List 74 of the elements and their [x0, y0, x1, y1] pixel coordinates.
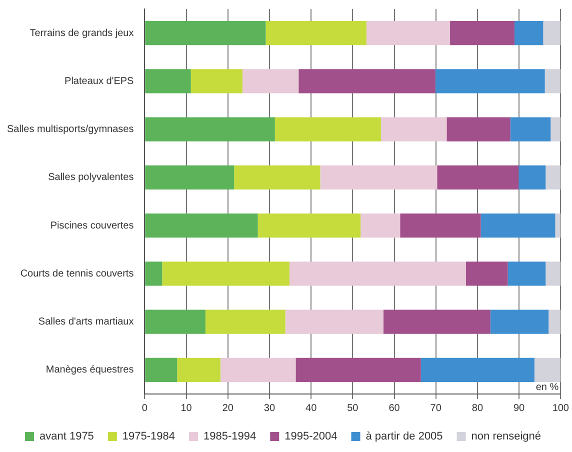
legend-label: 1975-1984: [122, 430, 176, 443]
bar: [296, 358, 421, 382]
bar: [145, 69, 191, 94]
bar: [446, 117, 510, 142]
bar: [420, 358, 534, 382]
legend-label: avant 1975: [39, 430, 94, 443]
bar: [242, 69, 299, 94]
legend-label: non renseigné: [471, 430, 542, 443]
bar: [190, 69, 242, 94]
bar: [466, 262, 508, 286]
bar: [555, 214, 561, 238]
bar: [546, 262, 561, 286]
bar: [145, 214, 258, 238]
bar: [366, 21, 450, 46]
bar: [266, 21, 366, 46]
legend-label: 1985-1994: [204, 430, 256, 443]
x-tick-label: 10: [180, 402, 192, 414]
bar: [298, 69, 436, 94]
bar: [534, 358, 561, 382]
bar: [320, 165, 438, 190]
y-tick-label: Manèges équestres: [46, 364, 134, 376]
y-tick-label: Salles polyvalentes: [48, 172, 134, 184]
bar: [258, 214, 361, 238]
bar: [145, 262, 162, 286]
y-tick-label: Plateaux d'EPS: [64, 76, 134, 87]
bar: [437, 165, 519, 190]
bar: [234, 165, 320, 190]
bar: [145, 358, 178, 382]
y-tick-label: Piscines couvertes: [50, 220, 134, 232]
y-tick-label: Terrains de grands jeux: [30, 28, 134, 39]
y-tick-label: Salles multisports/gymnases: [6, 124, 134, 136]
bar: [220, 358, 296, 382]
x-tick-label: 60: [388, 402, 400, 414]
bar: [514, 21, 544, 46]
legend-label: 1995-2004: [284, 430, 338, 443]
bar: [145, 165, 234, 190]
x-tick-label: 30: [264, 402, 276, 414]
bar: [548, 310, 561, 334]
bar: [145, 117, 275, 142]
bar: [380, 117, 447, 142]
bar: [145, 310, 206, 334]
bar: [435, 69, 545, 94]
bar: [510, 117, 551, 142]
bar: [400, 214, 481, 238]
bar: [508, 262, 546, 286]
x-tick-label: 20: [222, 402, 234, 414]
bar: [383, 310, 490, 334]
annotation: en %: [536, 382, 559, 393]
bar: [490, 310, 549, 334]
y-tick-label: Salles d'arts martiaux: [38, 316, 134, 328]
bar: [285, 310, 384, 334]
bar: [274, 117, 381, 142]
x-tick-label: 40: [306, 402, 318, 414]
bar: [480, 214, 556, 238]
bar: [544, 69, 561, 94]
bar: [360, 214, 400, 238]
bar: [543, 21, 561, 46]
x-tick-label: 100: [552, 402, 570, 414]
y-tick-label: Courts de tennis couverts: [20, 268, 134, 280]
bar: [546, 165, 561, 190]
bar: [550, 117, 561, 142]
x-tick-label: 70: [430, 402, 442, 414]
x-tick-label: 80: [472, 402, 484, 414]
x-tick-label: 90: [514, 402, 526, 414]
bar: [177, 358, 220, 382]
bar: [450, 21, 514, 46]
bar: [289, 262, 466, 286]
bar: [518, 165, 546, 190]
bar: [205, 310, 286, 334]
bar: [145, 21, 266, 46]
legend-label: à partir de 2005: [366, 430, 443, 443]
x-tick-label: 50: [347, 402, 359, 414]
bar: [162, 262, 290, 286]
x-tick-label: 0: [142, 402, 148, 414]
